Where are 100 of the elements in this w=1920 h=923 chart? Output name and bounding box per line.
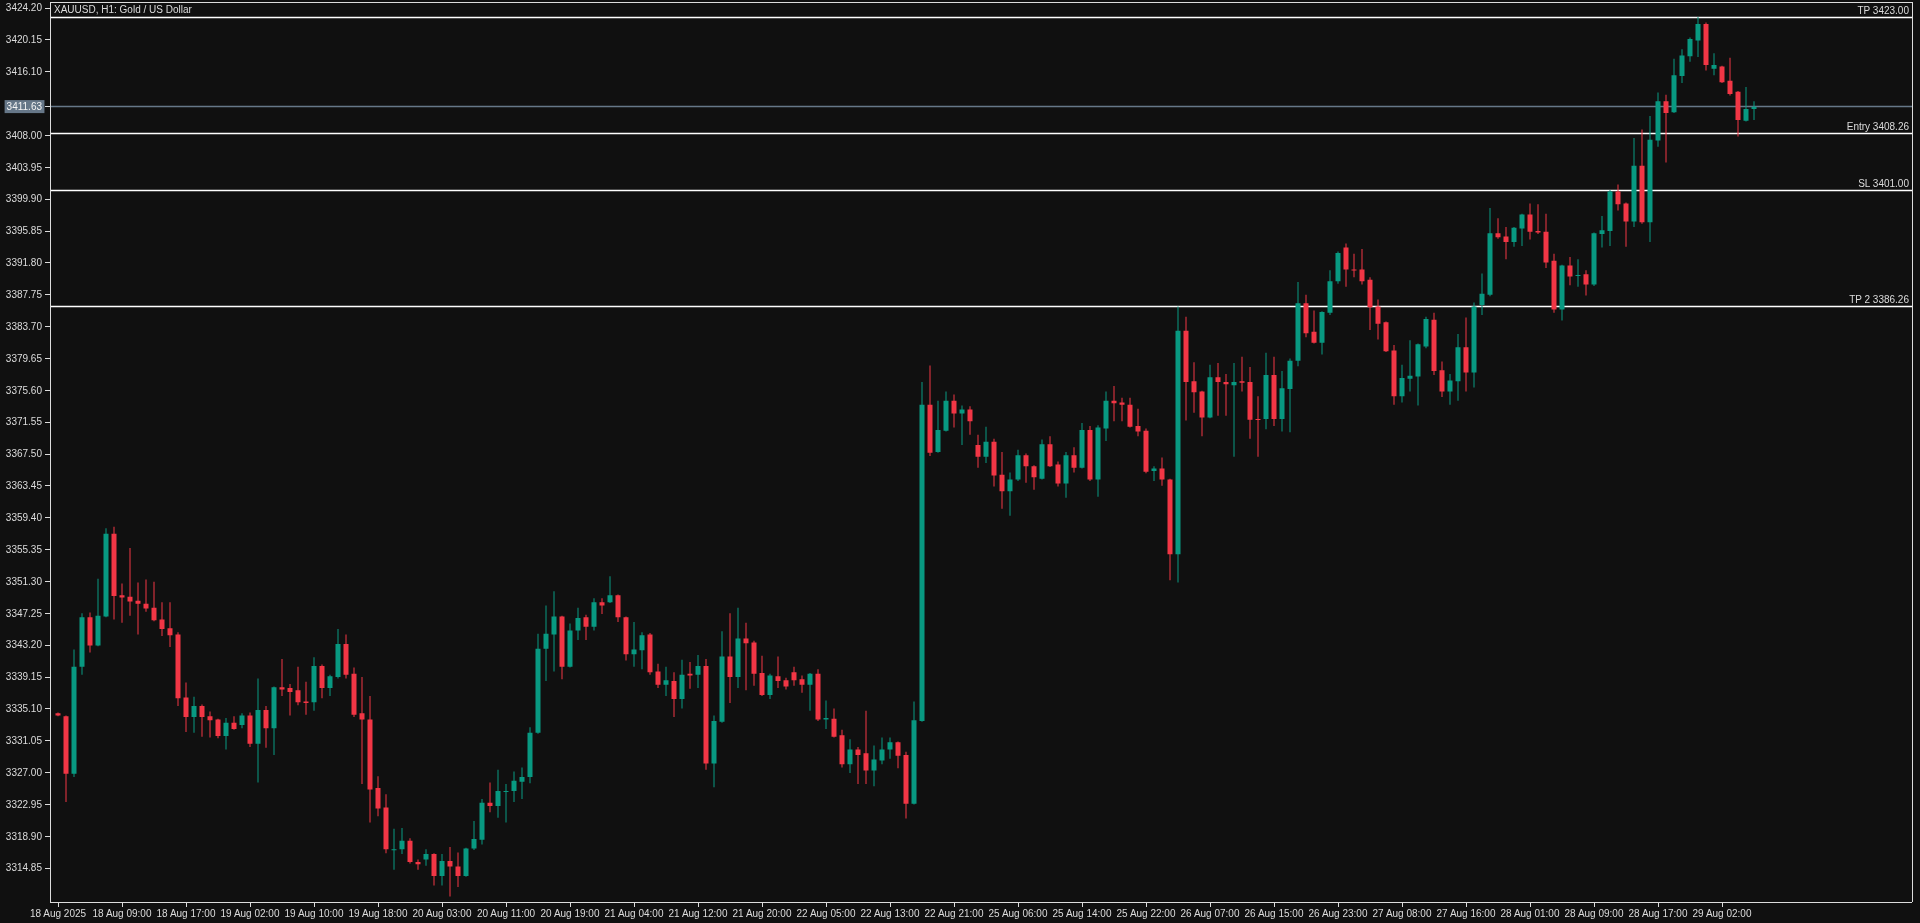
y-tick-label: 3363.45 — [5, 480, 43, 492]
y-tick-label: 3371.55 — [5, 416, 43, 428]
candlestick — [447, 846, 453, 897]
y-tick-label: 3379.65 — [5, 352, 43, 364]
candlestick — [1407, 340, 1413, 392]
candlestick — [1599, 215, 1605, 248]
y-tick-label: 3367.50 — [5, 448, 43, 460]
y-tick-label: 3335.10 — [5, 703, 43, 715]
x-tick-label: 26 Aug 23:00 — [1308, 907, 1368, 919]
candlestick — [1231, 363, 1237, 457]
candlestick — [1223, 374, 1229, 416]
candlestick — [1535, 204, 1541, 235]
candlestick — [551, 591, 557, 672]
y-tick-label: 3359.40 — [5, 512, 43, 523]
x-tick-label: 25 Aug 06:00 — [988, 907, 1048, 919]
candlestick — [863, 710, 869, 784]
y-tick-label: 3314.85 — [5, 862, 43, 874]
candlestick — [775, 656, 781, 689]
candlestick — [1111, 385, 1117, 422]
y-tick-label: 3327.00 — [5, 766, 43, 778]
ref-line-label: TP 2 3386.26 — [1849, 293, 1910, 305]
x-tick-label: 22 Aug 13:00 — [860, 907, 920, 919]
y-tick-label: 3343.20 — [5, 639, 43, 651]
y-tick-label: 3399.90 — [5, 193, 43, 205]
candlestick — [1503, 227, 1509, 260]
x-tick-label: 19 Aug 10:00 — [284, 907, 344, 919]
candlestick — [119, 583, 125, 623]
y-tick-label: 3395.85 — [5, 225, 43, 237]
candlestick — [279, 658, 285, 696]
y-tick-label: 3331.05 — [5, 735, 43, 747]
candlestick — [143, 579, 149, 612]
x-tick-label: 21 Aug 04:00 — [604, 907, 664, 919]
x-tick-label: 18 Aug 2025 — [29, 907, 87, 919]
x-tick-label: 18 Aug 09:00 — [92, 907, 152, 919]
candlestick — [631, 621, 637, 667]
candlestick — [1255, 396, 1261, 457]
ref-line-label: Entry 3408.26 — [1846, 120, 1910, 132]
y-tick-label: 3403.95 — [5, 161, 43, 173]
y-tick-label: 3355.35 — [5, 543, 43, 555]
y-tick-label: 3347.25 — [5, 607, 43, 619]
candlestick — [55, 712, 61, 717]
x-tick-label: 29 Aug 02:00 — [1692, 907, 1752, 919]
candlestick — [663, 666, 669, 696]
candlestick — [359, 677, 365, 784]
y-tick-label: 3387.75 — [5, 288, 43, 300]
x-tick-label: 26 Aug 07:00 — [1180, 907, 1240, 919]
y-tick-label: 3351.30 — [5, 575, 43, 587]
x-tick-label: 25 Aug 14:00 — [1052, 907, 1112, 919]
candlestick — [503, 783, 509, 823]
candlestick — [1119, 397, 1125, 422]
candlestick — [855, 747, 861, 784]
x-tick-label: 22 Aug 21:00 — [924, 907, 984, 919]
candlestick — [799, 675, 805, 693]
candlestick — [471, 820, 477, 851]
candlestick — [303, 681, 309, 715]
x-tick-label: 19 Aug 02:00 — [220, 907, 280, 919]
y-tick-label: 3408.00 — [5, 129, 43, 141]
x-tick-label: 20 Aug 03:00 — [412, 907, 472, 919]
x-tick-label: 27 Aug 16:00 — [1436, 907, 1496, 919]
candlestick — [1239, 356, 1245, 392]
x-tick-label: 27 Aug 08:00 — [1372, 907, 1432, 919]
y-tick-label: 3375.60 — [5, 384, 43, 396]
y-tick-label: 3339.15 — [5, 671, 43, 683]
candlestick — [543, 605, 549, 681]
x-tick-label: 20 Aug 11:00 — [476, 907, 536, 919]
y-tick-label: 3383.70 — [5, 320, 43, 332]
candlestick — [599, 598, 605, 615]
candlestick — [519, 767, 525, 799]
candlestick — [207, 711, 213, 738]
candlestick — [423, 849, 429, 866]
candlestick — [1711, 53, 1717, 76]
candlestick — [583, 614, 589, 641]
candlestick — [135, 582, 141, 635]
x-tick-label: 28 Aug 17:00 — [1628, 907, 1688, 919]
candlestick — [391, 828, 397, 870]
y-tick-label: 3318.90 — [5, 830, 43, 842]
candlestick — [1135, 408, 1141, 437]
x-tick-label: 28 Aug 01:00 — [1500, 907, 1560, 919]
x-tick-label: 18 Aug 17:00 — [156, 907, 216, 919]
ref-line-label: SL 3401.00 — [1858, 177, 1910, 189]
candlestick — [1191, 362, 1197, 413]
candlestick — [743, 622, 749, 691]
x-tick-label: 26 Aug 15:00 — [1244, 907, 1304, 919]
chart-title: XAUUSD, H1: Gold / US Dollar — [54, 4, 193, 15]
x-tick-label: 20 Aug 19:00 — [540, 907, 600, 919]
x-tick-label: 25 Aug 22:00 — [1116, 907, 1176, 919]
x-tick-label: 21 Aug 20:00 — [732, 907, 792, 919]
candlestick — [487, 782, 493, 813]
candlestick — [127, 547, 133, 616]
x-tick-label: 21 Aug 12:00 — [668, 907, 728, 919]
x-tick-label: 22 Aug 05:00 — [796, 907, 856, 919]
candlestick — [167, 602, 173, 648]
candlestick — [1215, 363, 1221, 416]
y-tick-label: 3424.20 — [5, 2, 43, 14]
candlestick — [287, 684, 293, 716]
candlestick — [695, 654, 701, 689]
y-tick-label: 3391.80 — [5, 257, 43, 269]
ref-line-label: TP 3423.00 — [1857, 4, 1910, 16]
candlestick — [1495, 218, 1501, 239]
y-tick-label: 3420.15 — [5, 34, 43, 46]
